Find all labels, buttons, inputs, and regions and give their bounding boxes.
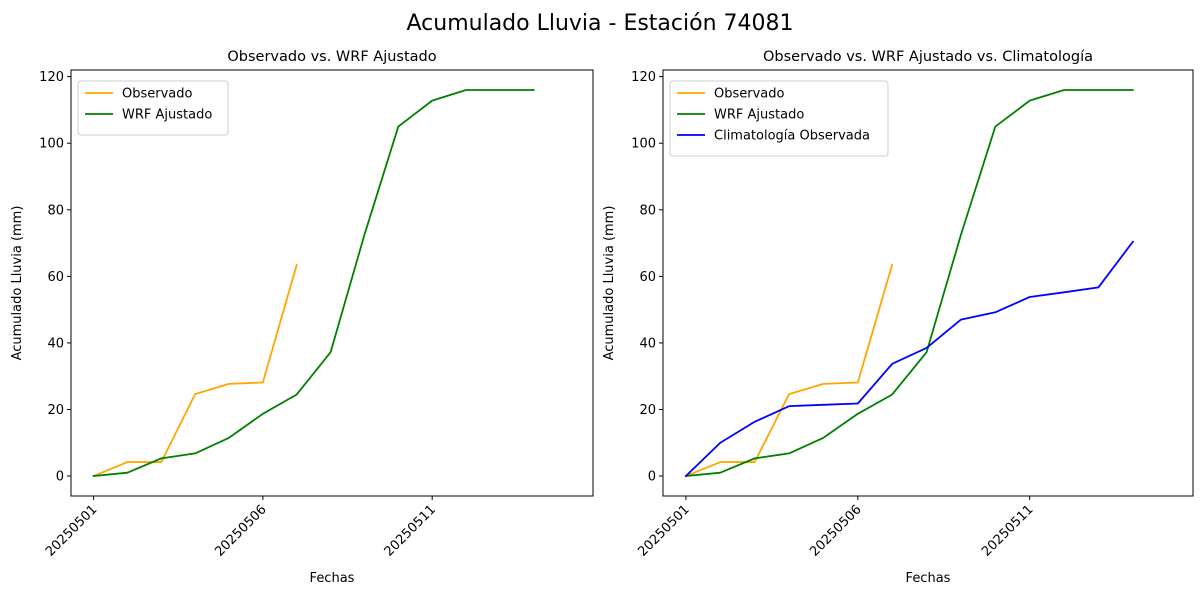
axes-frame [70, 69, 594, 497]
y-tick-label: 100 [631, 137, 656, 152]
y-tick-label: 100 [39, 137, 64, 152]
legend-box [77, 80, 229, 136]
legend-label-0: Observado [122, 87, 193, 102]
y-tick-label: 40 [47, 336, 64, 351]
y-tick-label: 20 [639, 403, 656, 418]
legend-label-2: Climatología Observada [714, 129, 870, 144]
series-line-0 [92, 263, 298, 478]
axes-frame [662, 69, 1194, 497]
y-tick-label: 40 [639, 336, 656, 351]
legend-label-1: WRF Ajustado [122, 108, 212, 123]
series-line-1 [684, 89, 1134, 478]
y-tick-label: 0 [648, 470, 656, 485]
y-tick-label: 80 [639, 203, 656, 218]
figure-suptitle: Acumulado Lluvia - Estación 74081 [407, 11, 794, 36]
y-tick-label: 120 [39, 70, 64, 85]
y-tick-label: 80 [47, 203, 64, 218]
y-tick-label: 60 [47, 270, 64, 285]
x-axis-label: Fechas [310, 571, 355, 586]
y-tick-label: 0 [56, 470, 64, 485]
y-tick-label: 20 [47, 403, 64, 418]
chart-title: Observado vs. WRF Ajustado vs. Climatolo… [763, 49, 1093, 65]
y-tick-label: 120 [631, 70, 656, 85]
legend-label-1: WRF Ajustado [714, 108, 804, 123]
y-axis-label: Acumulado Lluvia (mm) [602, 206, 617, 361]
series-line-0 [684, 263, 894, 478]
legend-label-0: Observado [714, 87, 785, 102]
series-line-2 [684, 240, 1135, 478]
legend-box [669, 80, 889, 157]
series-line-1 [92, 89, 535, 478]
chart-title: Observado vs. WRF Ajustado [227, 49, 436, 65]
x-axis-label: Fechas [906, 571, 951, 586]
y-axis-label: Acumulado Lluvia (mm) [10, 206, 25, 361]
y-tick-label: 60 [639, 270, 656, 285]
